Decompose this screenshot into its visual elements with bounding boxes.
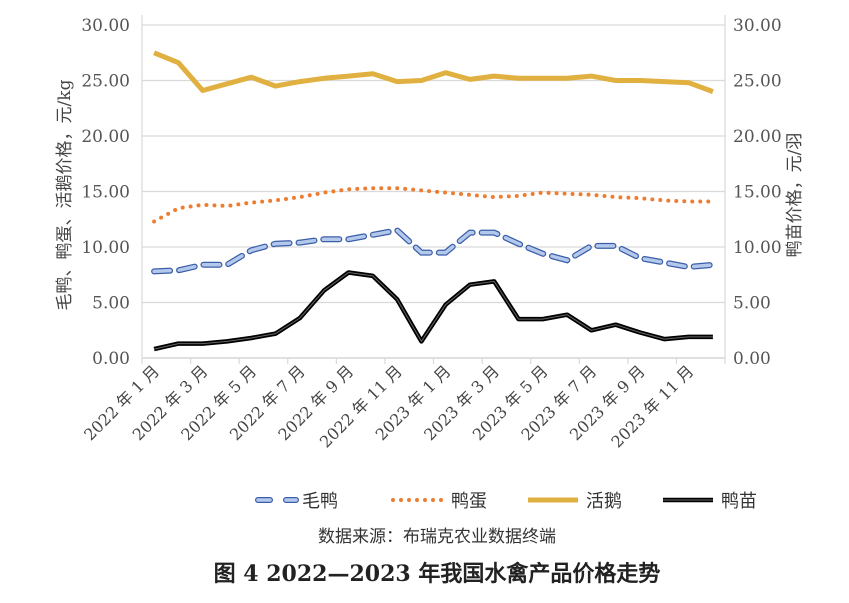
- right-axis-label: 鸭苗价格，元/羽: [785, 133, 805, 258]
- left-tick-label: 5.00: [92, 294, 130, 314]
- right-tick-label: 10.00: [733, 238, 782, 258]
- series-line: [154, 230, 713, 271]
- left-axis-ticks: 0.00 5.00 10.00 15.00 20.00 25.00 30.00: [81, 16, 130, 369]
- series-2: [154, 53, 713, 92]
- legend-item: 鸭蛋: [393, 491, 487, 512]
- left-tick-label: 0.00: [92, 349, 130, 369]
- legend-item: 鸭苗: [663, 491, 757, 512]
- legend-item: 活鹅: [528, 491, 622, 512]
- right-axis-ticks: 0.00 5.00 10.00 15.00 20.00 25.00 30.00: [733, 16, 782, 369]
- left-tick-label: 25.00: [81, 72, 130, 92]
- legend-label: 鸭苗: [721, 491, 757, 512]
- series-line: [154, 188, 713, 221]
- legend-label: 鸭蛋: [451, 491, 487, 512]
- left-axis-label: 毛鸭、鸭蛋、活鹅价格，元/kg: [55, 79, 75, 310]
- left-tick-label: 15.00: [81, 183, 130, 203]
- legend-label: 活鹅: [586, 491, 622, 512]
- series-line-outline: [154, 273, 713, 350]
- data-source: 数据来源：布瑞克农业数据终端: [318, 527, 556, 547]
- series-lines: [154, 53, 713, 350]
- series-1: [154, 188, 713, 222]
- series-0: [154, 230, 713, 271]
- right-tick-label: 30.00: [733, 16, 782, 36]
- legend-item: 毛鸭: [258, 491, 338, 512]
- right-tick-label: 0.00: [733, 349, 771, 369]
- gridlines: [142, 15, 725, 358]
- left-tick-label: 30.00: [81, 16, 130, 36]
- figure-caption: 图 4 2022—2023 年我国水禽产品价格走势: [214, 561, 661, 587]
- right-tick-label: 5.00: [733, 294, 771, 314]
- series-3: [154, 272, 713, 349]
- left-tick-label: 20.00: [81, 127, 130, 147]
- left-tick-label: 10.00: [81, 238, 130, 258]
- legend-label: 毛鸭: [302, 491, 338, 512]
- right-tick-label: 15.00: [733, 183, 782, 203]
- series-line: [154, 53, 713, 92]
- right-tick-label: 20.00: [733, 127, 782, 147]
- legend: 毛鸭 鸭蛋 活鹅 鸭苗: [258, 491, 757, 512]
- right-tick-label: 25.00: [733, 72, 782, 92]
